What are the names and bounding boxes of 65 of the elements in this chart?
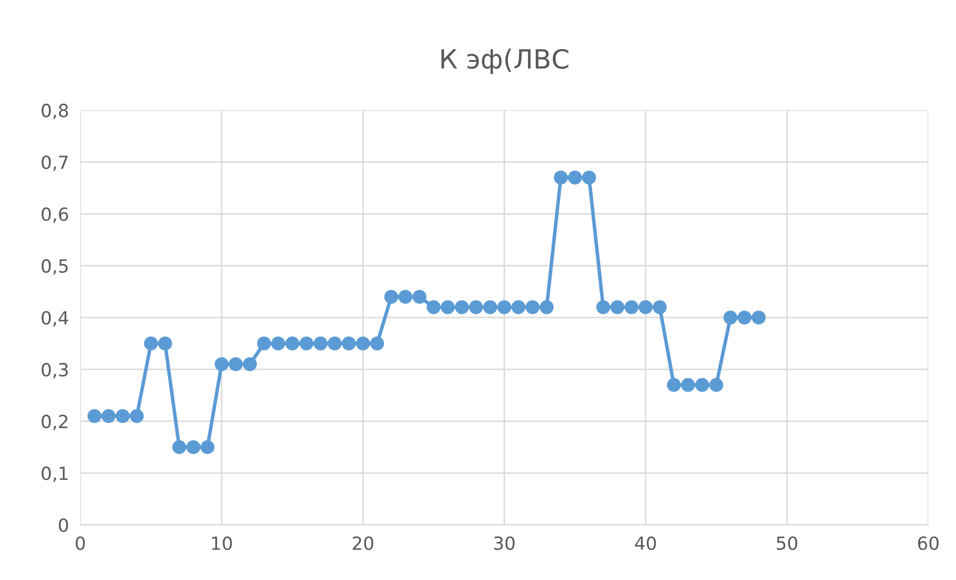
point [723,310,738,324]
point [652,300,667,314]
point [200,440,214,454]
chart-title: К эф(ЛВС [441,48,568,74]
point [483,300,498,314]
point [186,440,200,454]
point [87,409,102,423]
point [285,336,300,350]
point [681,378,695,392]
point [102,409,116,423]
point [228,357,243,372]
x-tick-label: 0 [76,536,85,550]
point [554,170,568,185]
y-tick-label: 0,7 [42,155,68,171]
x-tick-label: 60 [918,536,939,550]
point [582,170,596,185]
point [242,357,257,372]
point [469,300,483,314]
point [568,170,582,185]
point [454,300,469,314]
point [596,300,610,314]
x-tick-label: 50 [776,536,798,550]
point [398,290,412,304]
point [299,336,314,350]
point [158,336,172,350]
y-tick-label: 0 [58,518,68,532]
point [738,310,752,324]
y-tick-label: 0,3 [42,362,68,378]
point [214,357,229,372]
y-tick-label: 0,5 [42,259,68,275]
y-tick-label: 0,4 [42,311,68,327]
point [440,300,455,314]
point [666,378,681,392]
point [144,336,158,350]
x-tick-label: 30 [494,536,515,550]
point [328,336,342,350]
point [271,336,286,350]
point [314,336,328,350]
y-tick-label: 0,1 [42,466,68,482]
y-tick-label: 0,8 [42,104,68,120]
x-tick-label: 40 [635,536,656,550]
point [116,409,130,423]
point [624,300,638,314]
point [610,300,624,314]
x-tick-label: 20 [352,536,374,550]
point [426,300,441,314]
y-tick-label: 0,6 [42,207,68,223]
point [709,378,724,392]
point [257,336,271,350]
point [370,336,384,350]
point [752,310,766,324]
point [130,409,144,423]
x-tick-label: 10 [212,536,232,550]
point [342,336,356,350]
point [412,290,426,304]
point [497,300,512,314]
point [356,336,370,350]
point [638,300,653,314]
point [695,378,710,392]
point [384,290,398,304]
point [540,300,554,314]
point [526,300,540,314]
point [511,300,526,314]
point [172,440,186,454]
y-tick-label: 0,2 [42,414,68,430]
